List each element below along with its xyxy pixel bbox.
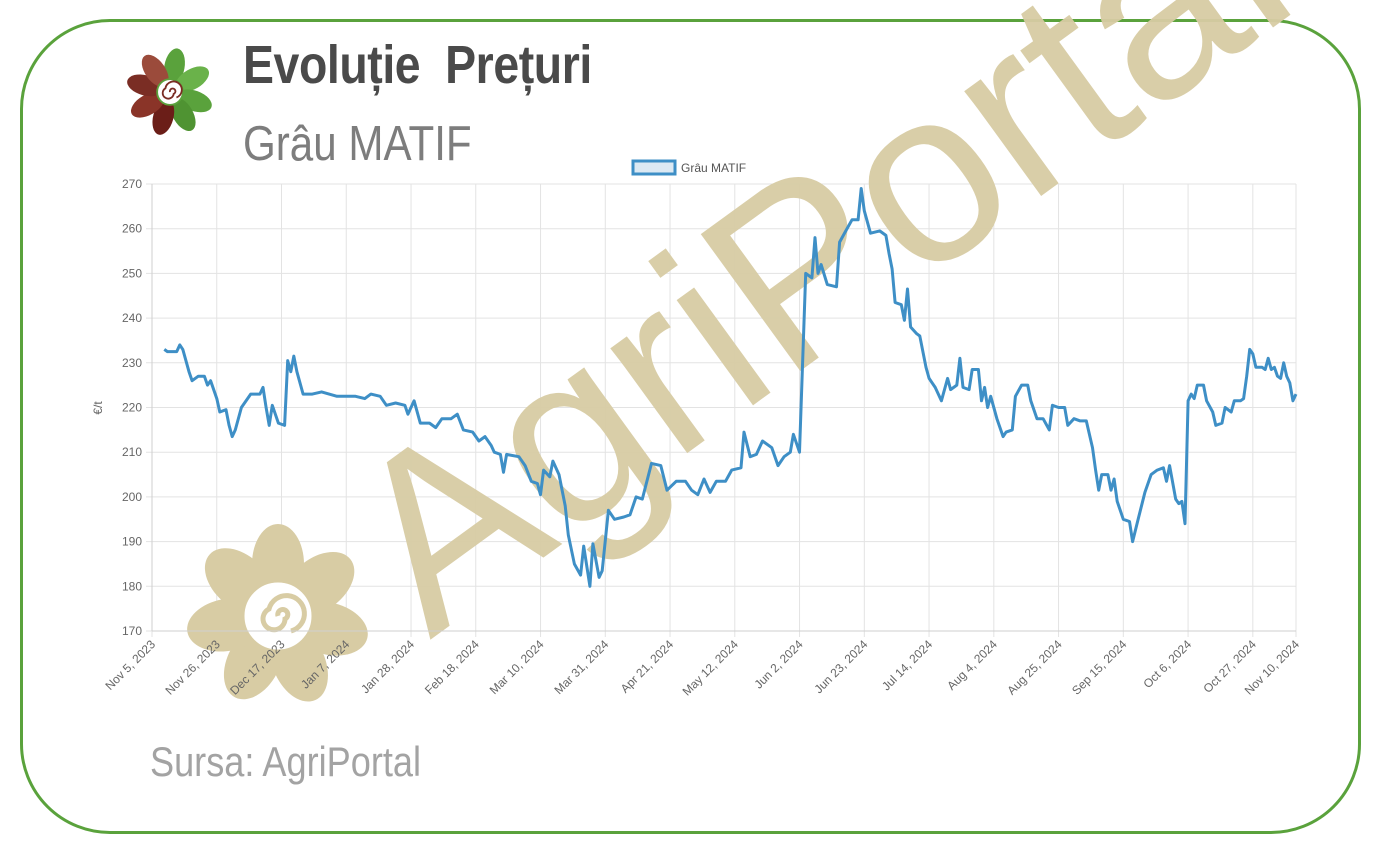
watermark-flower-icon bbox=[187, 524, 368, 702]
x-tick-label: May 12, 2024 bbox=[680, 637, 742, 699]
x-tick-label: Jan 28, 2024 bbox=[358, 637, 417, 696]
x-tick-label: Nov 26, 2023 bbox=[162, 637, 223, 698]
x-tick-label: Sep 15, 2024 bbox=[1069, 637, 1130, 698]
x-tick-label: Nov 5, 2023 bbox=[102, 637, 158, 693]
y-tick-label: 180 bbox=[122, 579, 142, 593]
x-tick-label: Jun 2, 2024 bbox=[751, 637, 805, 691]
x-tick-label: Aug 25, 2024 bbox=[1004, 637, 1065, 698]
agriportal-flower-logo bbox=[127, 48, 212, 135]
y-tick-label: 200 bbox=[122, 490, 142, 504]
y-tick-label: 170 bbox=[122, 624, 142, 638]
logo-petals bbox=[127, 48, 212, 135]
source-credit: Sursa: AgriPortal bbox=[150, 738, 422, 785]
x-tick-label: Aug 4, 2024 bbox=[944, 637, 1000, 693]
x-tick-label: Apr 21, 2024 bbox=[618, 637, 677, 696]
agriportal-watermark: AgriPortal bbox=[187, 0, 1335, 702]
page-title: Evoluție Prețuri bbox=[243, 35, 592, 95]
series-line-grau-matif bbox=[163, 187, 1298, 588]
watermark-text: AgriPortal bbox=[300, 0, 1335, 683]
y-tick-label: 270 bbox=[122, 177, 142, 191]
page-subtitle: Grâu MATIF bbox=[243, 117, 472, 171]
y-axis-label: €/t bbox=[91, 401, 105, 415]
x-tick-label: Jul 14, 2024 bbox=[879, 637, 935, 693]
y-tick-label: 210 bbox=[122, 445, 142, 459]
chart-legend[interactable]: Grâu MATIF bbox=[631, 159, 746, 176]
y-tick-label: 260 bbox=[122, 222, 142, 236]
x-tick-label: Oct 6, 2024 bbox=[1140, 637, 1194, 691]
y-tick-label: 250 bbox=[122, 266, 142, 280]
y-tick-label: 230 bbox=[122, 356, 142, 370]
x-tick-label: Mar 31, 2024 bbox=[551, 637, 611, 697]
legend-swatch bbox=[631, 159, 677, 176]
y-tick-label: 240 bbox=[122, 311, 142, 325]
x-tick-label: Jun 23, 2024 bbox=[811, 637, 870, 696]
y-tick-label: 220 bbox=[122, 401, 142, 415]
y-tick-label: 190 bbox=[122, 535, 142, 549]
legend-label: Grâu MATIF bbox=[681, 161, 746, 175]
